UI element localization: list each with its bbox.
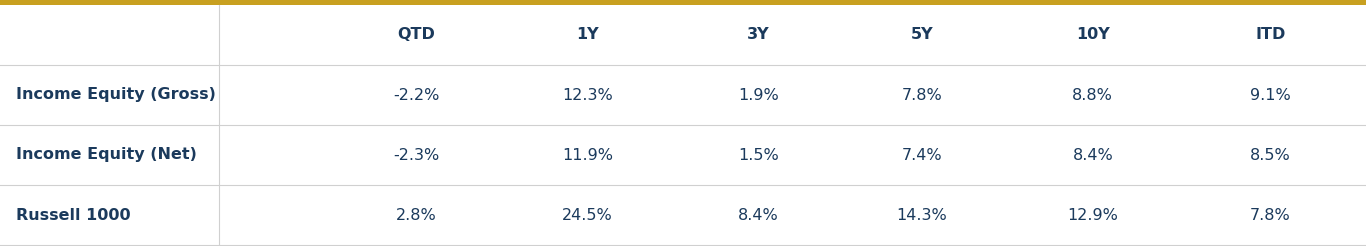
Text: 8.4%: 8.4%	[1072, 148, 1113, 163]
Text: Russell 1000: Russell 1000	[16, 207, 131, 222]
Text: 5Y: 5Y	[911, 28, 933, 43]
Text: Income Equity (Net): Income Equity (Net)	[16, 148, 197, 163]
Text: 2.8%: 2.8%	[396, 207, 437, 222]
Text: -2.3%: -2.3%	[393, 148, 440, 163]
Text: 7.4%: 7.4%	[902, 148, 943, 163]
Text: 10Y: 10Y	[1076, 28, 1109, 43]
Text: ITD: ITD	[1255, 28, 1285, 43]
Text: 7.8%: 7.8%	[1250, 207, 1291, 222]
Text: -2.2%: -2.2%	[393, 88, 440, 103]
Text: 1.9%: 1.9%	[738, 88, 779, 103]
Text: 12.9%: 12.9%	[1067, 207, 1119, 222]
Text: 11.9%: 11.9%	[561, 148, 613, 163]
Text: 12.3%: 12.3%	[561, 88, 613, 103]
Text: 8.8%: 8.8%	[1072, 88, 1113, 103]
Text: 1Y: 1Y	[576, 28, 598, 43]
Text: 9.1%: 9.1%	[1250, 88, 1291, 103]
Text: 1.5%: 1.5%	[738, 148, 779, 163]
Text: Income Equity (Gross): Income Equity (Gross)	[16, 88, 216, 103]
Text: 3Y: 3Y	[747, 28, 769, 43]
Text: 7.8%: 7.8%	[902, 88, 943, 103]
Text: 14.3%: 14.3%	[896, 207, 948, 222]
Text: 8.4%: 8.4%	[738, 207, 779, 222]
Text: 24.5%: 24.5%	[561, 207, 613, 222]
Bar	[0, 0, 1366, 5]
Text: 8.5%: 8.5%	[1250, 148, 1291, 163]
Text: QTD: QTD	[398, 28, 436, 43]
